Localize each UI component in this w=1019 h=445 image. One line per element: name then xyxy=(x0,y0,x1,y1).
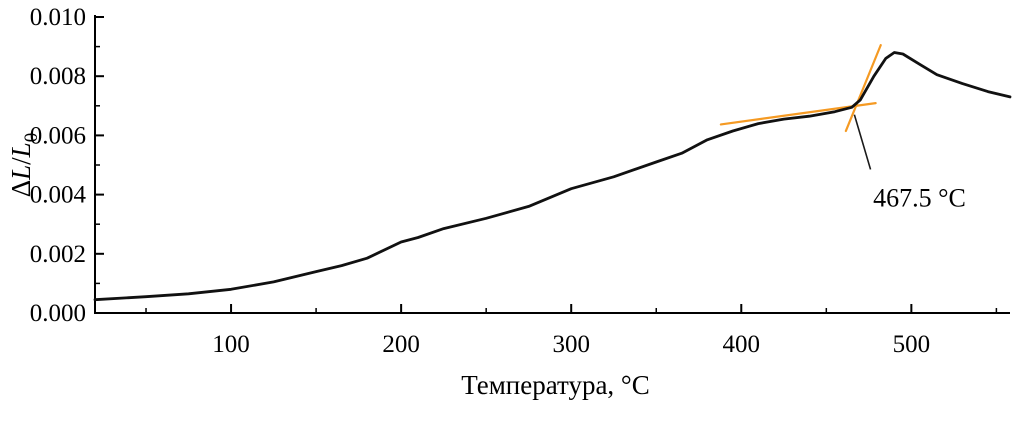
y-tick-label: 0.000 xyxy=(30,300,86,327)
y-axis-title-numerator: L xyxy=(6,165,36,181)
tangent-line xyxy=(844,44,882,133)
y-axis-title: ΔL/L0 xyxy=(6,133,42,197)
y-tick-label: 0.002 xyxy=(30,241,86,268)
x-tick-label: 400 xyxy=(723,331,761,358)
thermal-expansion-curve xyxy=(93,51,1012,302)
x-tick-label: 100 xyxy=(212,331,250,358)
y-axis-title-subscript: 0 xyxy=(21,133,42,143)
y-axis-title-delta: Δ xyxy=(6,180,36,197)
y-tick-label: 0.008 xyxy=(30,63,86,90)
annotation-leader-line xyxy=(853,114,872,170)
x-axis-title: Температура, °C xyxy=(461,370,650,400)
x-tick-label: 300 xyxy=(552,331,590,358)
y-tick-label: 0.010 xyxy=(30,4,86,31)
x-tick-label: 500 xyxy=(893,331,931,358)
x-tick-label: 200 xyxy=(382,331,420,358)
y-tick-label: 0.006 xyxy=(30,122,86,149)
y-tick-label: 0.004 xyxy=(30,182,87,209)
onset-temperature-annotation: 467.5 °C xyxy=(873,183,966,212)
y-axis-title-denominator: L xyxy=(6,142,36,158)
y-axis-title-slash: / xyxy=(6,157,36,165)
